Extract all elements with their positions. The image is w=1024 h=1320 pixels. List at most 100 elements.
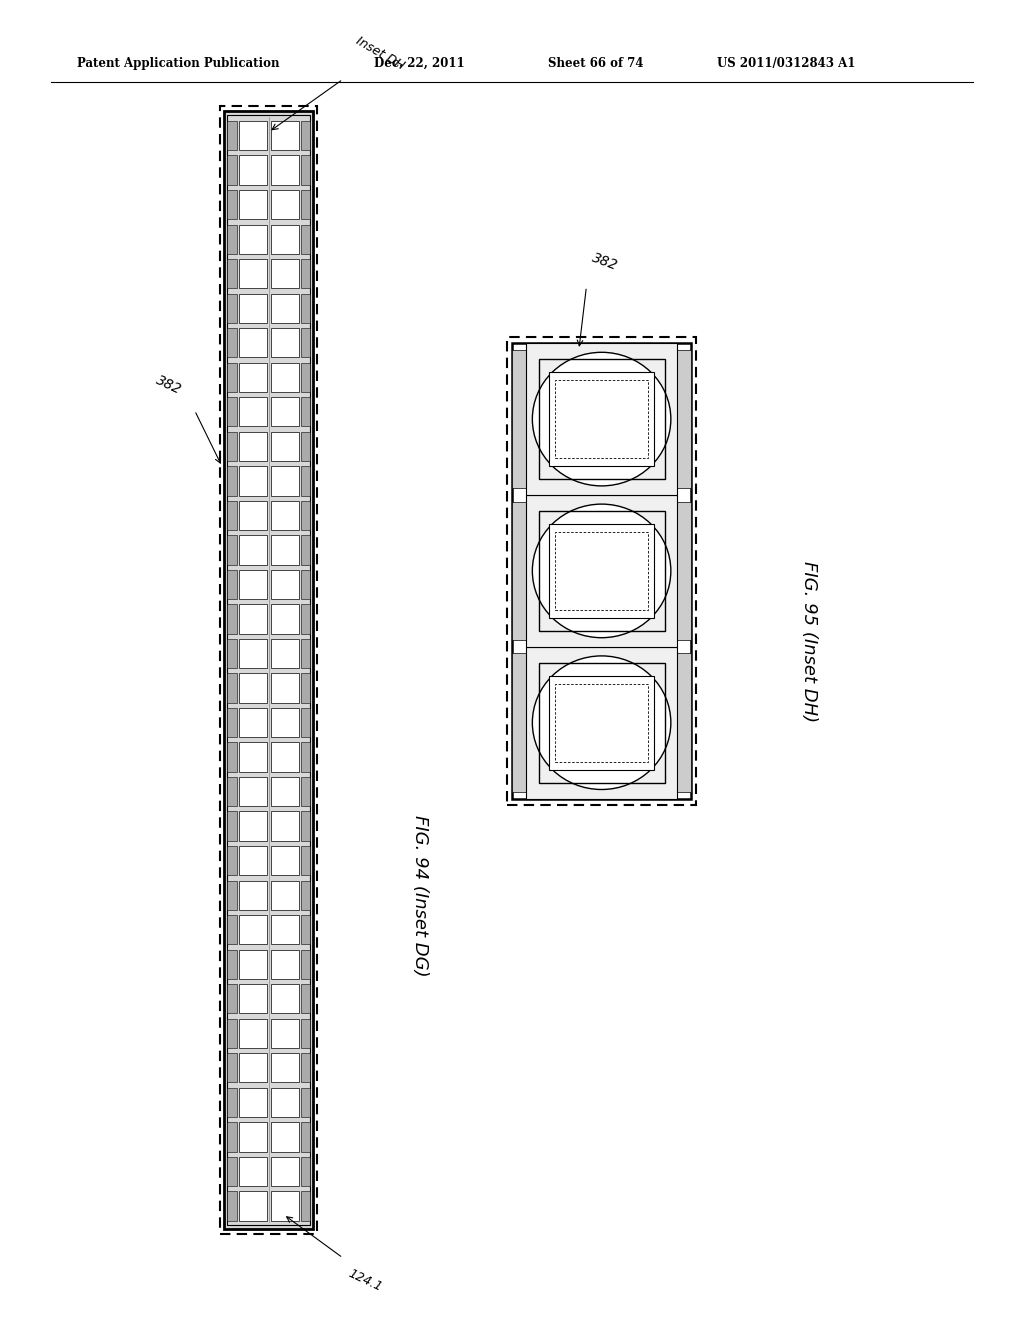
Bar: [239, 466, 266, 495]
Bar: [270, 605, 299, 634]
Bar: [270, 949, 299, 979]
Bar: [555, 684, 648, 762]
Bar: [270, 1088, 299, 1117]
Bar: [239, 1019, 266, 1048]
Bar: [270, 363, 299, 392]
Bar: [512, 502, 526, 640]
Bar: [270, 190, 299, 219]
Bar: [227, 1191, 237, 1221]
Bar: [227, 115, 310, 1225]
Bar: [239, 1191, 266, 1221]
Bar: [549, 676, 654, 770]
Bar: [270, 500, 299, 531]
Text: US 2011/0312843 A1: US 2011/0312843 A1: [717, 57, 855, 70]
Bar: [227, 500, 237, 531]
Bar: [301, 949, 310, 979]
Bar: [239, 432, 266, 461]
Text: Dec. 22, 2011: Dec. 22, 2011: [374, 57, 465, 70]
Ellipse shape: [532, 352, 671, 486]
Bar: [227, 777, 237, 807]
Bar: [227, 363, 237, 392]
Ellipse shape: [532, 656, 671, 789]
Bar: [301, 1088, 310, 1117]
Bar: [239, 1156, 266, 1187]
Bar: [239, 329, 266, 358]
Bar: [239, 397, 266, 426]
Bar: [301, 985, 310, 1014]
Bar: [227, 293, 237, 323]
Bar: [539, 511, 665, 631]
Bar: [677, 653, 691, 792]
Bar: [227, 570, 237, 599]
Bar: [227, 846, 237, 875]
Bar: [227, 673, 237, 702]
Bar: [239, 1053, 266, 1082]
Bar: [270, 121, 299, 150]
Bar: [239, 777, 266, 807]
Bar: [507, 337, 696, 805]
Bar: [239, 190, 266, 219]
Bar: [270, 329, 299, 358]
Bar: [512, 653, 526, 792]
Bar: [301, 1019, 310, 1048]
Bar: [301, 535, 310, 565]
Bar: [239, 880, 266, 909]
Bar: [301, 1156, 310, 1187]
Bar: [270, 777, 299, 807]
Bar: [301, 121, 310, 150]
Bar: [270, 846, 299, 875]
Bar: [677, 502, 691, 640]
Bar: [227, 1122, 237, 1151]
Bar: [301, 673, 310, 702]
Bar: [270, 432, 299, 461]
Bar: [239, 949, 266, 979]
Bar: [239, 293, 266, 323]
Bar: [239, 570, 266, 599]
Bar: [227, 949, 237, 979]
Bar: [227, 1088, 237, 1117]
Bar: [301, 570, 310, 599]
Bar: [227, 708, 237, 738]
Bar: [549, 372, 654, 466]
Bar: [301, 639, 310, 668]
Bar: [239, 1122, 266, 1151]
Bar: [270, 708, 299, 738]
Bar: [270, 397, 299, 426]
Bar: [270, 880, 299, 909]
Bar: [301, 708, 310, 738]
Bar: [270, 156, 299, 185]
Bar: [270, 673, 299, 702]
Bar: [270, 985, 299, 1014]
Text: FIG. 95 (Inset DH): FIG. 95 (Inset DH): [800, 561, 818, 722]
Text: 382: 382: [590, 251, 621, 273]
Text: Patent Application Publication: Patent Application Publication: [77, 57, 280, 70]
Bar: [526, 495, 677, 647]
Bar: [270, 1156, 299, 1187]
Text: Sheet 66 of 74: Sheet 66 of 74: [548, 57, 643, 70]
Bar: [301, 605, 310, 634]
Bar: [301, 466, 310, 495]
Bar: [270, 1122, 299, 1151]
Bar: [270, 915, 299, 944]
Bar: [270, 224, 299, 253]
Bar: [270, 742, 299, 772]
Bar: [227, 535, 237, 565]
Bar: [224, 111, 313, 1229]
Bar: [239, 259, 266, 288]
Bar: [270, 570, 299, 599]
Bar: [677, 350, 691, 488]
Bar: [539, 663, 665, 783]
Bar: [227, 1053, 237, 1082]
Text: Inset DH: Inset DH: [353, 34, 407, 73]
Bar: [227, 397, 237, 426]
Bar: [301, 812, 310, 841]
Bar: [301, 293, 310, 323]
Bar: [301, 224, 310, 253]
Bar: [301, 742, 310, 772]
Bar: [227, 985, 237, 1014]
Bar: [555, 532, 648, 610]
Text: 382: 382: [154, 374, 183, 397]
Bar: [301, 500, 310, 531]
Bar: [270, 466, 299, 495]
Bar: [239, 121, 266, 150]
